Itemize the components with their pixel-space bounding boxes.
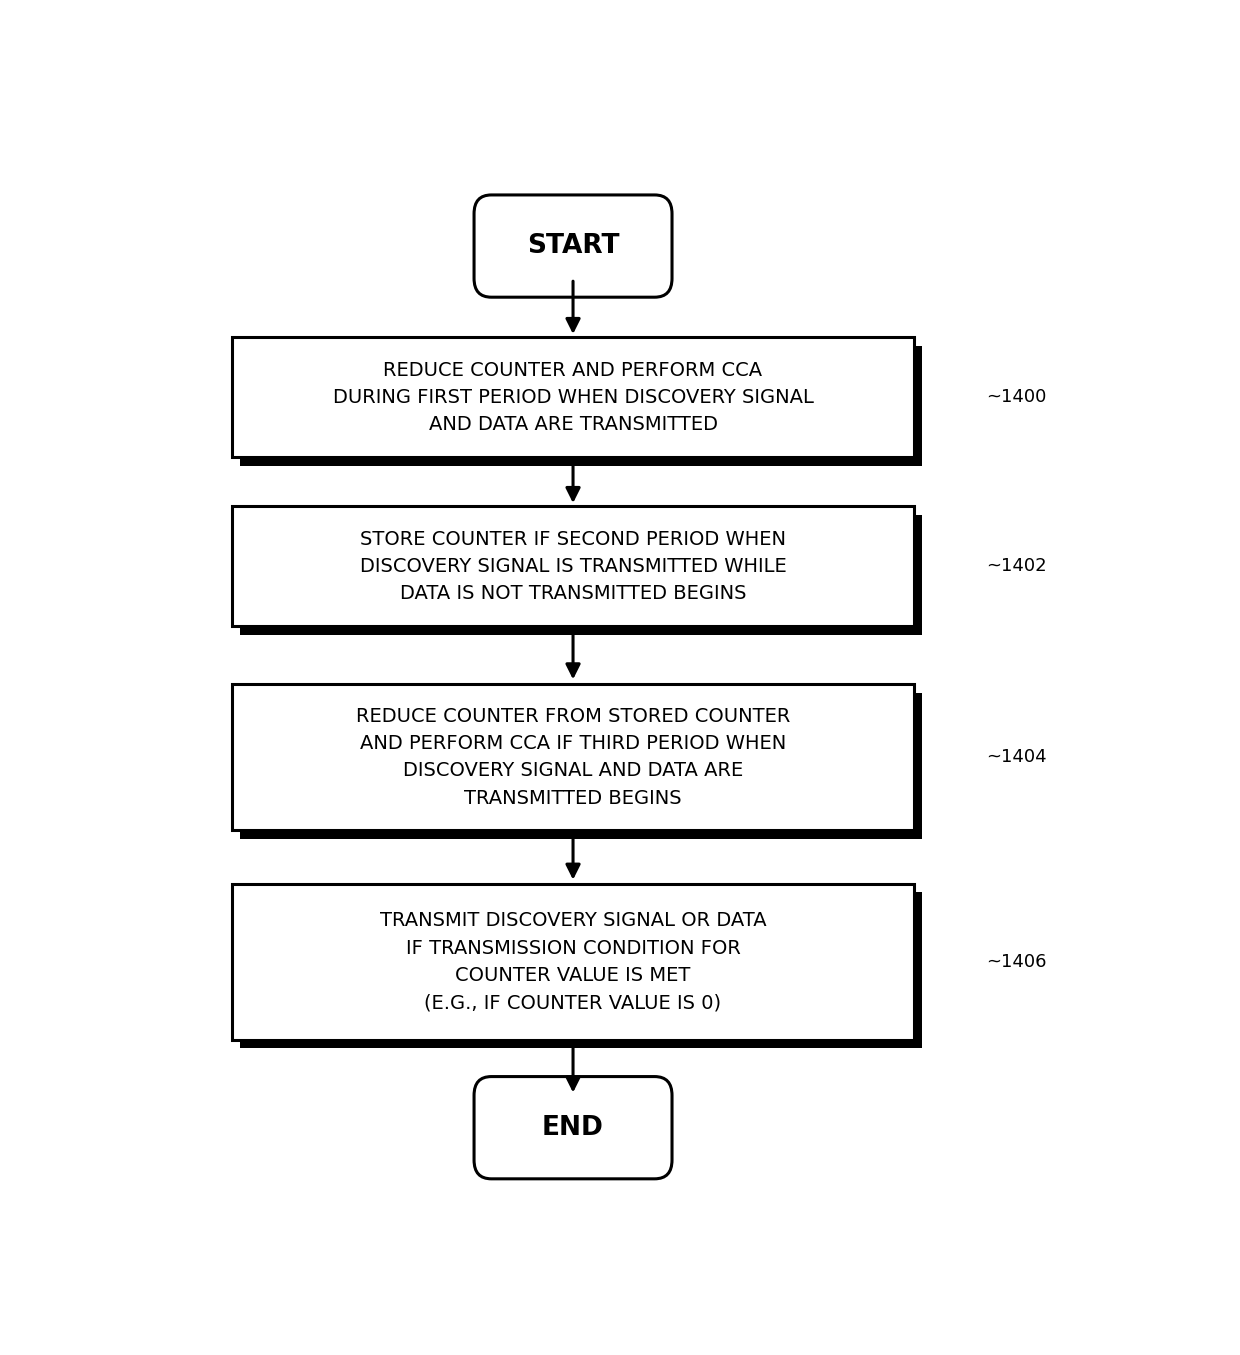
- Text: TRANSMIT DISCOVERY SIGNAL OR DATA
IF TRANSMISSION CONDITION FOR
COUNTER VALUE IS: TRANSMIT DISCOVERY SIGNAL OR DATA IF TRA…: [379, 912, 766, 1012]
- Text: ~1400: ~1400: [986, 389, 1047, 406]
- Bar: [232, 337, 914, 458]
- Text: START: START: [527, 233, 619, 259]
- FancyBboxPatch shape: [474, 195, 672, 297]
- Bar: [232, 507, 914, 626]
- Bar: [239, 346, 921, 466]
- Text: REDUCE COUNTER AND PERFORM CCA
DURING FIRST PERIOD WHEN DISCOVERY SIGNAL
AND DAT: REDUCE COUNTER AND PERFORM CCA DURING FI…: [332, 360, 813, 434]
- FancyBboxPatch shape: [474, 1077, 672, 1179]
- Text: ~1402: ~1402: [986, 557, 1047, 576]
- Text: REDUCE COUNTER FROM STORED COUNTER
AND PERFORM CCA IF THIRD PERIOD WHEN
DISCOVER: REDUCE COUNTER FROM STORED COUNTER AND P…: [356, 707, 790, 808]
- Bar: [239, 515, 921, 634]
- Bar: [232, 883, 914, 1041]
- Bar: [239, 892, 921, 1049]
- Text: ~1406: ~1406: [986, 953, 1047, 970]
- Text: STORE COUNTER IF SECOND PERIOD WHEN
DISCOVERY SIGNAL IS TRANSMITTED WHILE
DATA I: STORE COUNTER IF SECOND PERIOD WHEN DISC…: [360, 530, 786, 603]
- Bar: [239, 692, 921, 839]
- Bar: [232, 684, 914, 831]
- Text: END: END: [542, 1115, 604, 1141]
- Text: ~1404: ~1404: [986, 748, 1047, 767]
